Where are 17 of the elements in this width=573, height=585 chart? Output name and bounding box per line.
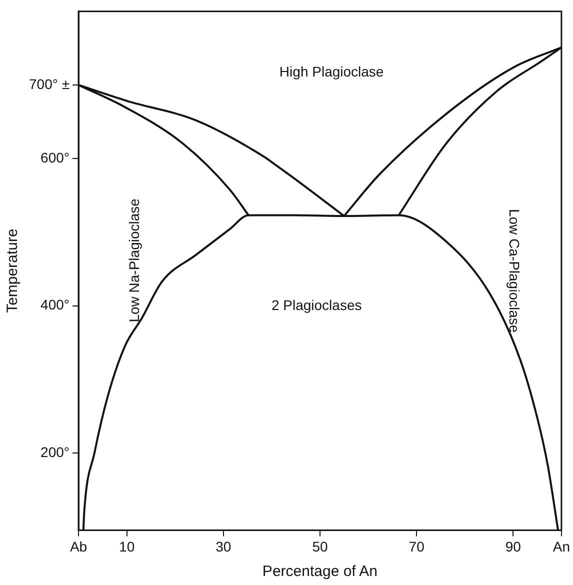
x-tick-label: Ab	[70, 538, 88, 554]
x-tick-label: 90	[505, 538, 522, 554]
x-tick-label: An	[552, 538, 570, 554]
y-tick-label: 400°	[40, 296, 70, 313]
y-tick-label: 600°	[40, 149, 70, 166]
x-tick-label: 50	[312, 538, 328, 554]
annotation: High Plagioclase	[279, 63, 384, 80]
annotation: 2 Plagioclases	[271, 296, 362, 313]
x-tick-label: 70	[408, 538, 425, 554]
y-axis-title: Temperature	[4, 228, 22, 313]
x-tick-label: 30	[216, 538, 232, 554]
y-tick-label: 700° ±	[29, 76, 70, 92]
x-axis-title: Percentage of An	[262, 563, 378, 580]
x-tick-label: 10	[119, 538, 135, 554]
annotation: Low Ca-Plagioclase	[506, 208, 522, 333]
annotation: Low Na-Plagioclase	[126, 198, 142, 322]
y-tick-label: 200°	[40, 444, 70, 460]
